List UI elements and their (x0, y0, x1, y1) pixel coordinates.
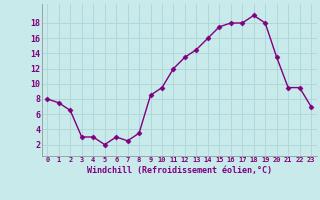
X-axis label: Windchill (Refroidissement éolien,°C): Windchill (Refroidissement éolien,°C) (87, 166, 272, 175)
